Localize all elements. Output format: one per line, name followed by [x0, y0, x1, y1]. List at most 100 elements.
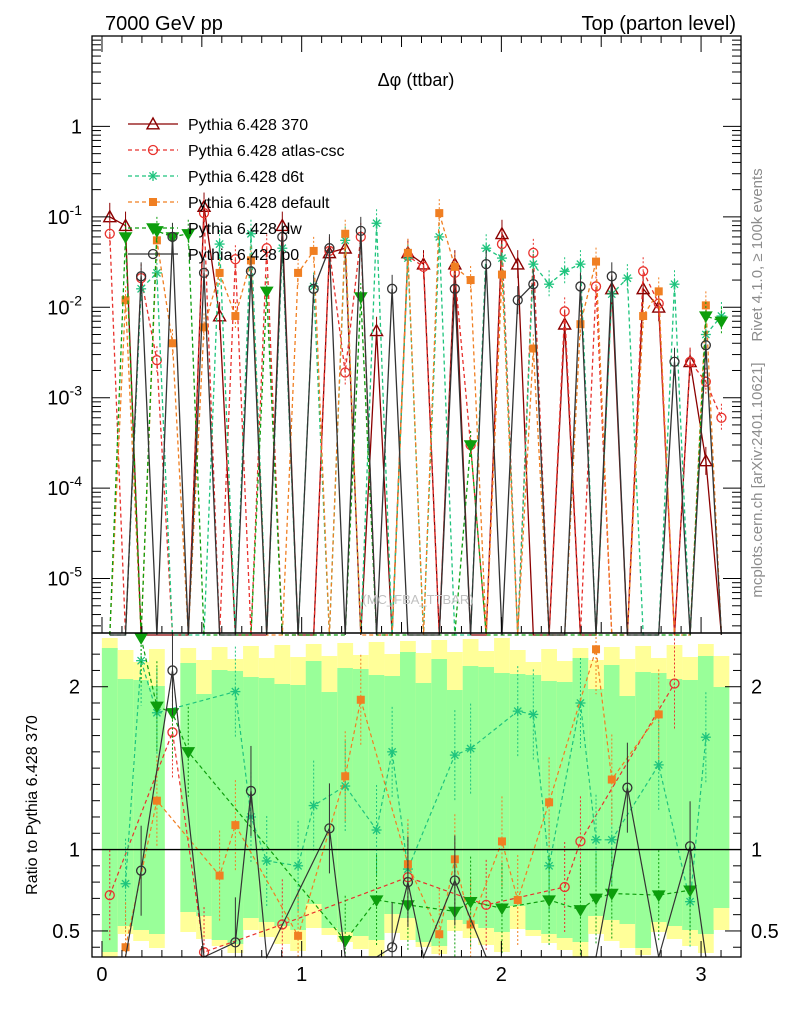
- axes: 10-5 10-4 10-3 10-2 10-1 1 0 1 2 3 0.5 0.5 1 1 2 2: [47, 35, 779, 986]
- data-point-default: [309, 246, 318, 255]
- ratio-point-atlas: [104, 889, 115, 901]
- data-point-p0: [386, 283, 398, 294]
- ratio-y-tick-label-left: 0.5: [52, 921, 80, 943]
- data-point-default: [168, 339, 177, 348]
- data-point-d6t: [371, 218, 382, 229]
- ratio-band-green: [415, 683, 432, 942]
- ratio-y-tick-label-right: 1: [751, 840, 762, 862]
- data-point-p0: [449, 283, 460, 294]
- ratio-band-green: [290, 685, 306, 930]
- y-tick-label: 10-4: [47, 473, 82, 500]
- ratio-point-dw: [181, 747, 196, 759]
- data-point-dw: [181, 229, 196, 241]
- ratio-point-d6t: [293, 860, 304, 871]
- ratio-band-green: [494, 673, 510, 932]
- data-point-d6t: [245, 228, 256, 239]
- mcplots-label: mcplots.cern.ch [arXiv:2401.10621]: [749, 362, 766, 597]
- legend-entry-py370: Pythia 6.428 370: [128, 116, 308, 134]
- data-point-default: [435, 209, 444, 218]
- ratio-point-d6t: [449, 750, 460, 761]
- ratio-point-p0: [402, 876, 414, 888]
- data-point-dw: [259, 286, 274, 299]
- data-point-atlas: [340, 367, 351, 378]
- ratio-point-dw: [495, 903, 509, 916]
- data-point-p0: [324, 243, 335, 254]
- data-point-default: [654, 287, 663, 296]
- ratio-band-green: [352, 669, 369, 936]
- data-point-default: [215, 268, 224, 277]
- ratio-point-p0: [245, 785, 257, 797]
- ratio-band-green: [462, 666, 479, 924]
- ratio-point-d6t: [591, 834, 602, 845]
- ratio-point-p0: [167, 665, 178, 676]
- data-point-p0: [277, 231, 288, 243]
- legend-label: Pythia 6.428 d6t: [188, 169, 304, 186]
- data-point-d6t: [622, 273, 633, 284]
- ratio-point-atlas: [669, 678, 680, 689]
- legend-entry-d6t: Pythia 6.428 d6t: [128, 169, 304, 186]
- data-point-default: [450, 262, 459, 271]
- data-point-p0: [481, 258, 492, 270]
- data-point-d6t: [669, 279, 680, 290]
- ratio-band-green: [478, 667, 495, 928]
- ratio-y-label: Ratio to Pythia 6.428 370: [24, 715, 41, 895]
- data-point-atlas: [684, 356, 696, 367]
- x-tick-label: 3: [695, 964, 706, 986]
- ratio-band-green: [697, 656, 714, 934]
- data-point-atlas: [418, 261, 429, 272]
- data-point-d6t: [214, 239, 225, 250]
- ratio-point-dw: [369, 895, 384, 908]
- legend-marker-d6t: [148, 171, 158, 181]
- data-point-default: [576, 320, 585, 329]
- ratio-band-green: [101, 648, 118, 952]
- ratio-point-atlas: [559, 881, 570, 893]
- ratio-band-green: [541, 681, 557, 934]
- ratio-band-green: [556, 682, 573, 938]
- ratio-point-p0: [386, 942, 398, 953]
- data-point-atlas: [528, 247, 539, 258]
- ratio-point-d6t: [120, 878, 131, 889]
- ratio-band-green: [666, 679, 683, 926]
- y-tick-label: 1: [71, 116, 82, 138]
- ratio-point-default: [356, 695, 365, 704]
- data-point-default: [403, 248, 412, 257]
- ratio-band-green: [525, 675, 542, 930]
- ratio-point-default: [466, 920, 475, 929]
- data-point-dw: [353, 292, 368, 304]
- series-line-default: [109, 212, 723, 636]
- data-point-default: [294, 268, 303, 277]
- ratio-point-default: [545, 798, 554, 807]
- data-point-p0: [355, 225, 366, 237]
- ratio-point-p0: [449, 875, 460, 886]
- ratio-point-default: [592, 645, 601, 654]
- data-point-d6t: [575, 259, 586, 270]
- data-point-default: [341, 229, 350, 238]
- legend: Pythia 6.428 370 Pythia 6.428 atlas-csc Py…: [128, 116, 345, 264]
- ratio-point-default: [121, 943, 130, 952]
- data-point-atlas: [700, 376, 712, 387]
- data-point-default: [466, 276, 475, 285]
- ratio-line-d6t: [124, 660, 707, 902]
- data-point-p0: [575, 281, 586, 292]
- data-point-atlas: [198, 207, 210, 219]
- data-point-dw: [118, 232, 133, 244]
- y-tick-label: 10-3: [47, 383, 82, 410]
- data-point-py370: [510, 256, 525, 270]
- x-tick-label: 1: [296, 964, 307, 986]
- ratio-y-tick-label-right: 0.5: [751, 921, 779, 943]
- ratio-point-d6t: [465, 743, 476, 754]
- data-point-atlas: [559, 306, 570, 317]
- data-point-py370: [698, 453, 714, 467]
- legend-entry-p0: Pythia 6.428 p0: [128, 247, 299, 264]
- data-point-p0: [308, 283, 319, 294]
- data-point-atlas: [261, 243, 272, 254]
- data-point-default: [701, 301, 710, 310]
- data-point-default: [231, 312, 240, 321]
- legend-entry-atlas: Pythia 6.428 atlas-csc: [128, 143, 345, 160]
- data-point-d6t: [544, 279, 555, 290]
- ratio-band-green: [196, 694, 212, 916]
- data-point-default: [121, 296, 130, 305]
- data-point-atlas: [716, 412, 727, 423]
- header-left: 7000 GeV pp: [105, 13, 223, 35]
- data-point-py370: [557, 316, 572, 330]
